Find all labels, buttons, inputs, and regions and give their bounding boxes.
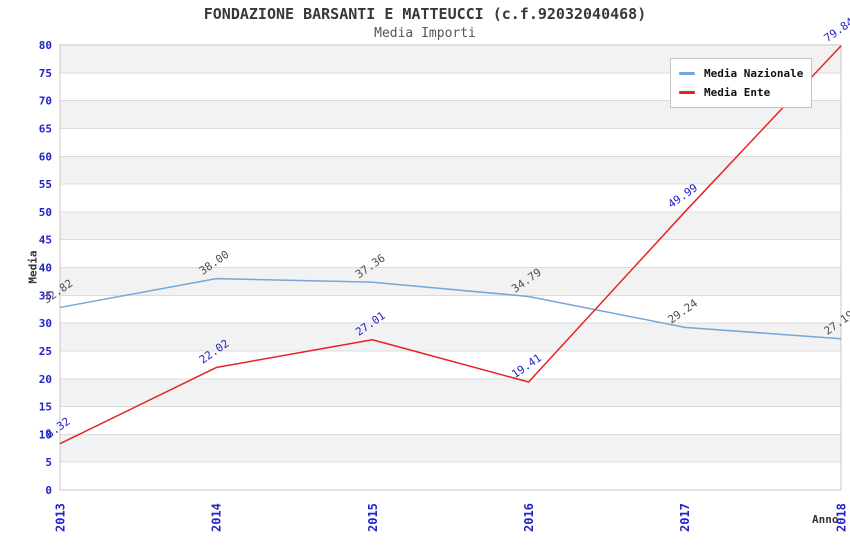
x-tick-label: 2016 — [522, 503, 536, 532]
line-media-ente — [59, 45, 842, 445]
y-tick-label: 80 — [39, 39, 52, 52]
grid-band — [60, 267, 841, 296]
media-ente-line-swatch — [679, 91, 695, 94]
y-tick-label: 10 — [39, 428, 52, 441]
legend-label-media-ente: Media Ente — [704, 86, 771, 99]
x-tick-label: 2013 — [53, 503, 67, 532]
x-tick-label: 2018 — [834, 503, 848, 532]
y-tick-label: 40 — [39, 262, 52, 275]
x-tick-label: 2014 — [210, 503, 224, 532]
y-tick-label: 15 — [39, 401, 52, 414]
y-tick-label: 30 — [39, 317, 52, 330]
media-nazionale-line-swatch — [679, 72, 695, 75]
legend: Media Nazionale Media Ente — [670, 58, 813, 108]
y-axis-title: Media — [26, 250, 40, 284]
legend-label-media-nazionale: Media Nazionale — [704, 67, 804, 80]
grid-band — [60, 239, 841, 268]
y-tick-label: 35 — [39, 289, 52, 302]
grid-band — [60, 350, 841, 379]
line-media-nazionale — [59, 277, 842, 340]
plot-border — [59, 44, 842, 491]
grid-band — [60, 378, 841, 407]
grid-band — [60, 128, 841, 157]
grid-band — [60, 184, 841, 212]
y-tick-label: 65 — [39, 122, 52, 135]
grid-band — [60, 434, 841, 463]
x-axis-title: Anno — [812, 513, 839, 526]
y-tick-label: 75 — [39, 67, 52, 80]
y-tick-label: 60 — [39, 150, 52, 163]
y-tick-label: 5 — [45, 456, 52, 469]
y-tick-label: 20 — [39, 373, 52, 386]
x-tick-label: 2015 — [366, 503, 380, 532]
chart-subtitle: Media Importi — [374, 26, 476, 41]
grid-band — [60, 462, 841, 490]
x-tick-label: 2017 — [678, 503, 692, 532]
grid-band — [60, 406, 841, 435]
grid-band — [60, 211, 841, 240]
y-tick-label: 55 — [39, 178, 52, 191]
chart-title: FONDAZIONE BARSANTI E MATTEUCCI (c.f.920… — [203, 5, 647, 23]
y-tick-label: 45 — [39, 234, 52, 247]
y-tick-label: 0 — [45, 484, 52, 497]
y-tick-label: 70 — [39, 95, 52, 108]
grid-band — [60, 295, 841, 324]
grid-band — [60, 156, 841, 185]
grid-band — [60, 323, 841, 351]
y-tick-label: 25 — [39, 345, 52, 358]
data-label-media-ente: 79.84 — [822, 15, 850, 45]
legend-item-media-nazionale: Media Nazionale — [679, 64, 803, 83]
legend-item-media-ente: Media Ente — [679, 83, 803, 102]
y-tick-label: 50 — [39, 206, 52, 219]
